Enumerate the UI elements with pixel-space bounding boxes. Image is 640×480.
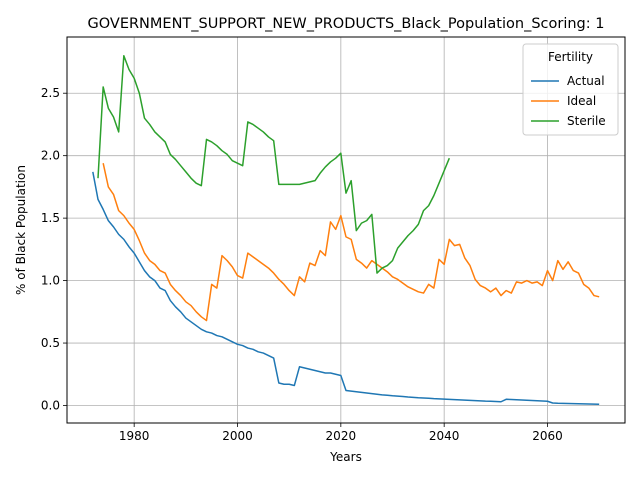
plot-frame <box>66 36 626 424</box>
y-tick-label: 2.0 <box>41 149 60 163</box>
y-axis-label: % of Black Population <box>14 165 28 295</box>
legend-box <box>522 43 619 136</box>
x-tick-label: 2020 <box>326 429 357 443</box>
x-tick-label: 2040 <box>429 429 460 443</box>
y-tick-label: 2.5 <box>41 86 60 100</box>
legend-label-ideal: Ideal <box>567 94 596 108</box>
x-tick-label: 2060 <box>532 429 563 443</box>
series-line-sterile <box>97 54 451 274</box>
legend-label-actual: Actual <box>567 74 605 88</box>
legend: Fertility Actual Ideal Sterile <box>522 43 619 136</box>
y-tick-label: 1.0 <box>41 274 60 288</box>
legend-label-sterile: Sterile <box>567 114 606 128</box>
series-lines <box>92 54 600 406</box>
axis-ticks: 1980 2000 2020 2040 2060 0.0 0.5 1.0 1.5 2.0 2.5 <box>41 86 563 443</box>
series-line-actual <box>92 171 600 406</box>
x-tick-label: 1980 <box>119 429 150 443</box>
x-axis-label: Years <box>329 450 362 464</box>
chart-title: GOVERNMENT_SUPPORT_NEW_PRODUCTS_Black_Po… <box>88 16 605 32</box>
y-tick-label: 0.5 <box>41 336 60 350</box>
x-tick-label: 2000 <box>222 429 253 443</box>
y-tick-label: 1.5 <box>41 211 60 225</box>
y-tick-label: 0.0 <box>41 399 60 413</box>
legend-title: Fertility <box>548 50 593 64</box>
series-line-ideal <box>102 163 600 322</box>
